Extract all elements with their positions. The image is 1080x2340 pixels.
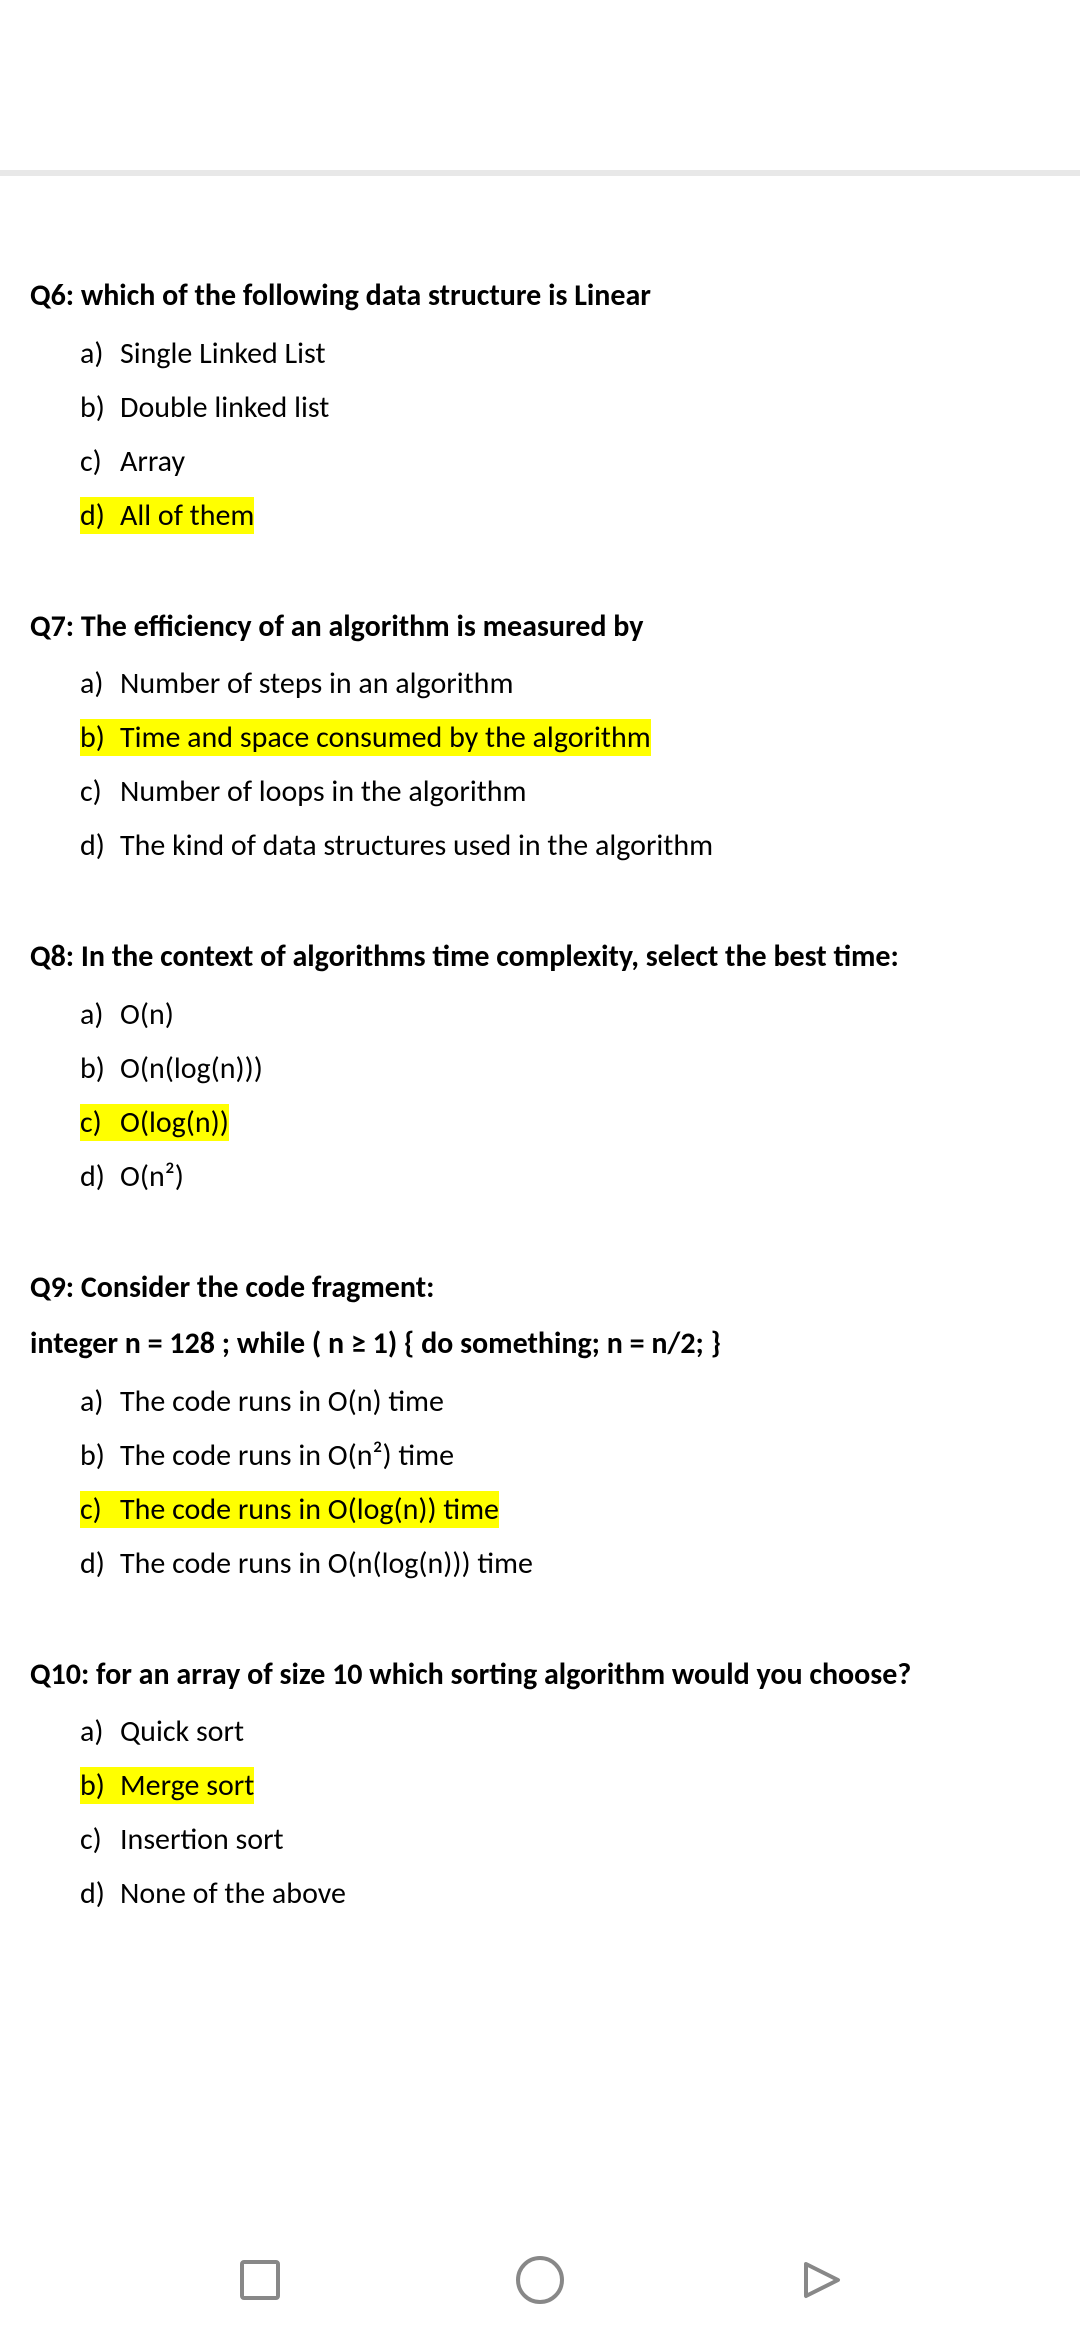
question-6: Q6: which of the following data structur… xyxy=(30,276,1050,537)
option-c: c)Number of loops in the algorithm xyxy=(30,771,1050,813)
option-a: a)O(n) xyxy=(30,994,1050,1036)
option-c: c)Array xyxy=(30,441,1050,483)
question-7: Q7: The efficiency of an algorithm is me… xyxy=(30,607,1050,868)
document-content: Q6: which of the following data structur… xyxy=(0,176,1080,1915)
question-title: Q9: Consider the code fragment: xyxy=(30,1268,1050,1309)
question-title: Q8: In the context of algorithms time co… xyxy=(30,937,1050,978)
option-b: b)Double linked list xyxy=(30,387,1050,429)
home-button[interactable] xyxy=(514,2254,566,2306)
option-d: d)The code runs in O(n(log(n))) time xyxy=(30,1543,1050,1585)
option-a: a)The code runs in O(n) time xyxy=(30,1381,1050,1423)
option-d: d)None of the above xyxy=(30,1873,1050,1915)
question-title: Q7: The efficiency of an algorithm is me… xyxy=(30,607,1050,648)
option-b: b)The code runs in O(n²) time xyxy=(30,1435,1050,1477)
option-d: d)O(n²) xyxy=(30,1156,1050,1198)
option-a: a)Single Linked List xyxy=(30,333,1050,375)
option-c: c)O(log(n)) xyxy=(30,1102,1050,1144)
option-c: c)Insertion sort xyxy=(30,1819,1050,1861)
circle-icon xyxy=(516,2256,564,2304)
square-icon xyxy=(240,2260,280,2300)
option-b: b)Merge sort xyxy=(30,1765,1050,1807)
nav-bar xyxy=(0,2220,1080,2340)
option-d: d)The kind of data structures used in th… xyxy=(30,825,1050,867)
question-title: Q10: for an array of size 10 which sorti… xyxy=(30,1655,1050,1696)
option-c: c)The code runs in O(log(n)) time xyxy=(30,1489,1050,1531)
option-d: d)All of them xyxy=(30,495,1050,537)
back-button[interactable] xyxy=(794,2254,846,2306)
question-extra: integer n = 128 ; while ( n ≥ 1) { do so… xyxy=(30,1324,1050,1365)
triangle-icon xyxy=(796,2256,844,2304)
question-9: Q9: Consider the code fragment: integer … xyxy=(30,1268,1050,1585)
option-a: a)Quick sort xyxy=(30,1711,1050,1753)
option-a: a)Number of steps in an algorithm xyxy=(30,663,1050,705)
question-title: Q6: which of the following data structur… xyxy=(30,276,1050,317)
top-gap xyxy=(0,0,1080,170)
question-10: Q10: for an array of size 10 which sorti… xyxy=(30,1655,1050,1916)
option-b: b)O(n(log(n))) xyxy=(30,1048,1050,1090)
recent-apps-button[interactable] xyxy=(234,2254,286,2306)
option-b: b)Time and space consumed by the algorit… xyxy=(30,717,1050,759)
question-8: Q8: In the context of algorithms time co… xyxy=(30,937,1050,1198)
